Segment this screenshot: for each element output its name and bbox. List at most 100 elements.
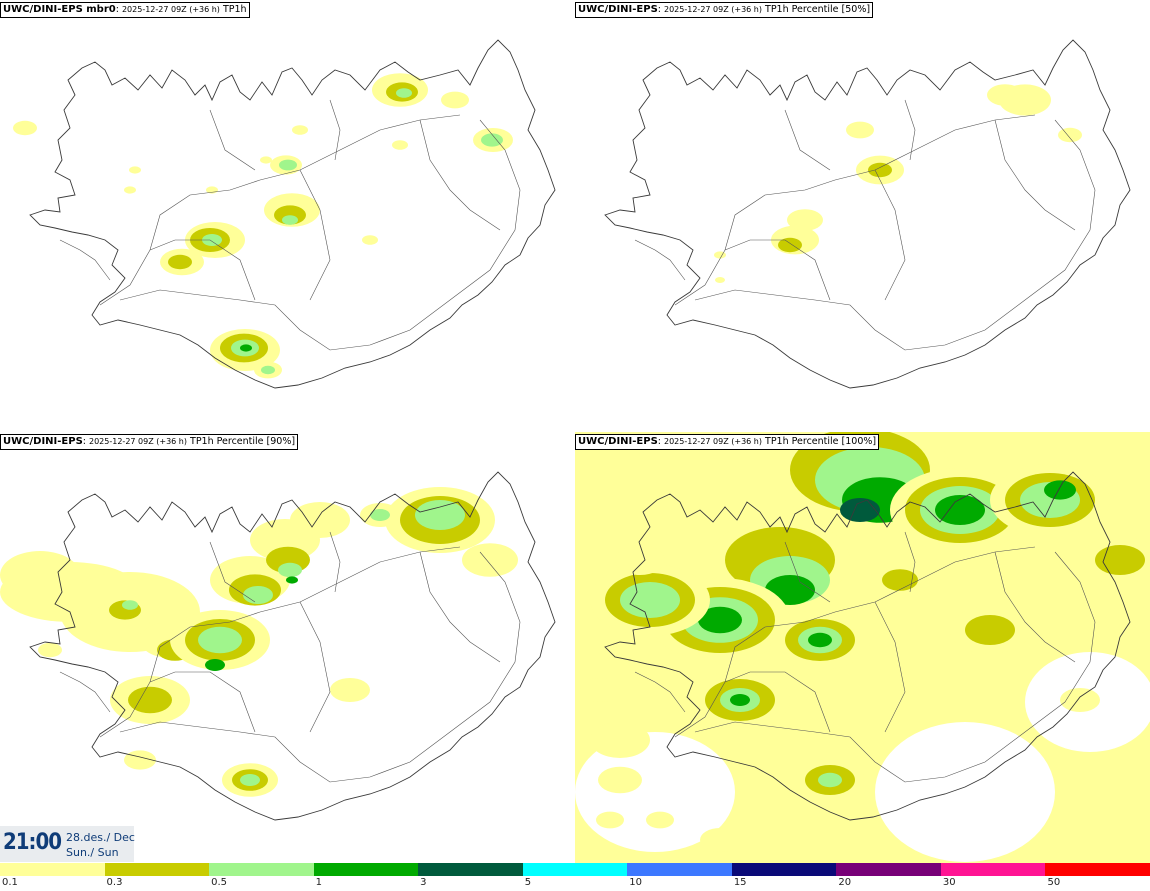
panel-model: UWC/DINI-EPS	[578, 436, 658, 447]
road	[904, 99, 916, 161]
coastline	[29, 471, 556, 821]
precip-area	[198, 626, 242, 654]
precip-area	[778, 237, 802, 253]
road	[99, 114, 461, 306]
panel-field: TP1h Percentile [90%]	[190, 436, 296, 447]
precip-area	[1044, 480, 1076, 500]
colorbar-tick-label: 0.1	[2, 877, 18, 888]
colorbar-segment	[1045, 863, 1150, 876]
precip-area	[415, 500, 465, 530]
precip-area	[38, 642, 62, 658]
precip-area	[282, 215, 298, 225]
valid-date-line1: 28.des./ Dec	[66, 831, 135, 844]
colorbar-tick-label: 15	[733, 877, 747, 888]
panel-title: UWC/DINI-EPS: 2025-12-27 09Z (+36 h) TP1…	[0, 434, 299, 450]
panel-title: UWC/DINI-EPS: 2025-12-27 09Z (+36 h) TP1…	[575, 2, 874, 18]
colorbar-tick-label: 5	[524, 877, 532, 888]
colorbar-tick-label: 0.3	[106, 877, 123, 888]
road	[329, 531, 341, 593]
precip-area	[808, 632, 832, 648]
panel-run-time: 2025-12-27 09Z (+36 h)	[664, 5, 762, 14]
precip-area	[714, 251, 726, 259]
precip-area	[580, 678, 620, 702]
iceland-precip-map	[13, 39, 556, 389]
precip-area	[1095, 545, 1145, 575]
map-panel-p100: UWC/DINI-EPS: 2025-12-27 09Z (+36 h) TP1…	[575, 432, 1150, 864]
precip-area	[124, 186, 136, 194]
colorbar-segment	[418, 863, 524, 876]
precip-area	[128, 686, 172, 714]
colorbar-segment	[104, 863, 210, 876]
colorbar-segment	[0, 863, 106, 876]
map-panel-p50: UWC/DINI-EPS: 2025-12-27 09Z (+36 h) TP1…	[575, 0, 1150, 432]
colorbar-segment	[940, 863, 1046, 876]
precip-area	[730, 694, 750, 706]
colorbar-tick-label: 30	[942, 877, 956, 888]
colorbar-tick-label: 3	[420, 877, 427, 888]
colorbar-segment	[313, 863, 419, 876]
precip-area	[13, 120, 37, 136]
road	[994, 119, 1076, 231]
valid-date-line2: Sun./ Sun	[66, 846, 119, 859]
precip-area	[330, 678, 370, 702]
panel-model: UWC/DINI-EPS mbr0	[3, 4, 116, 15]
road	[874, 169, 906, 301]
colorbar-segment	[522, 863, 628, 876]
precip-area	[274, 205, 306, 225]
precip-area	[1105, 605, 1150, 635]
precip-area	[787, 209, 823, 231]
precip-area	[243, 586, 273, 604]
coastline	[29, 39, 556, 389]
colorbar-tick-label: 20	[838, 877, 852, 888]
precip-area	[840, 498, 880, 522]
colorbar-segment	[627, 863, 733, 876]
precip-area	[598, 766, 642, 794]
dry-area	[875, 722, 1055, 862]
precip-area	[202, 234, 222, 246]
precip-area	[240, 774, 260, 786]
road	[99, 546, 461, 738]
coastline	[604, 39, 1131, 389]
road	[119, 551, 521, 783]
panel-run-time: 2025-12-27 09Z (+36 h)	[664, 437, 762, 446]
road	[634, 239, 686, 281]
road	[724, 239, 831, 301]
precip-area	[392, 140, 408, 150]
precip-area	[646, 811, 674, 829]
road	[874, 601, 906, 733]
precip-area	[700, 828, 740, 852]
map-panel-p90: UWC/DINI-EPS: 2025-12-27 09Z (+36 h) TP1…	[0, 432, 575, 864]
precip-area	[278, 562, 302, 578]
road	[674, 114, 1036, 306]
colorbar-tick-label: 0.5	[211, 877, 227, 888]
precip-area	[261, 365, 275, 375]
iceland-precip-map	[0, 471, 556, 821]
panel-model: UWC/DINI-EPS	[578, 4, 658, 15]
road	[634, 671, 686, 713]
panel-model: UWC/DINI-EPS	[3, 436, 83, 447]
road	[59, 671, 111, 713]
precip-area	[1058, 127, 1082, 143]
precip-area	[935, 495, 985, 525]
precip-area	[462, 543, 518, 577]
road	[694, 119, 1096, 351]
precip-area	[292, 125, 308, 135]
precip-area	[240, 344, 252, 352]
road	[784, 109, 831, 171]
precip-area	[882, 569, 918, 591]
precip-area	[818, 772, 842, 788]
road	[149, 671, 256, 733]
precip-area	[362, 235, 378, 245]
precipitation-colorbar: 0.1 0.3 0.5 1 3 5 10 15 20 30 50	[0, 863, 1150, 891]
colorbar-tick-label: 10	[629, 877, 642, 888]
road	[904, 531, 916, 593]
precip-area	[168, 254, 192, 270]
precip-area	[987, 84, 1023, 106]
road	[299, 169, 331, 301]
precip-area	[290, 502, 350, 538]
coastline	[604, 471, 1131, 821]
precip-area	[396, 88, 412, 98]
panel-field: TP1h	[222, 4, 247, 15]
precip-area	[868, 162, 892, 178]
road	[299, 601, 331, 733]
